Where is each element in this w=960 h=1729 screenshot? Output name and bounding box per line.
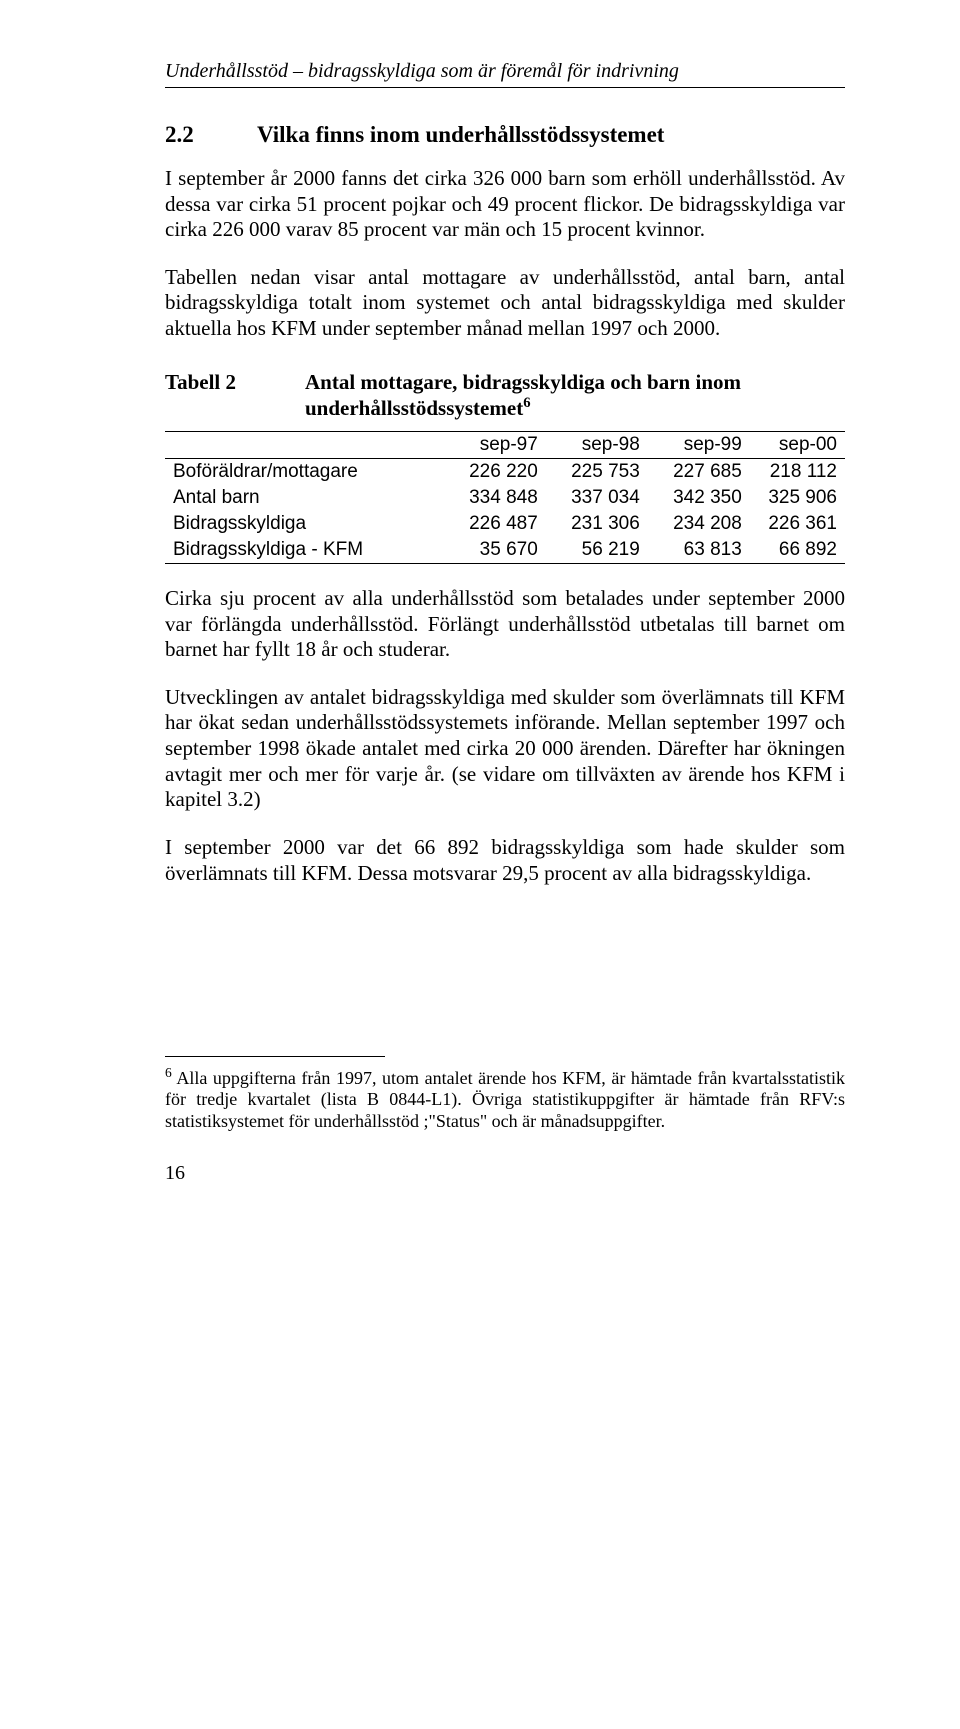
table-row: Boföräldrar/mottagare226 220225 753227 6… — [165, 459, 845, 486]
section-heading: 2.2 Vilka finns inom underhållsstödssyst… — [165, 122, 845, 148]
table-header-row: sep-97sep-98sep-99sep-00 — [165, 432, 845, 459]
footnote: 6 Alla uppgifterna från 1997, utom antal… — [165, 1065, 845, 1132]
section-title: Vilka finns inom underhållsstödssystemet — [257, 122, 845, 148]
paragraph-2: Tabellen nedan visar antal mottagare av … — [165, 265, 845, 342]
table-cell: 227 685 — [648, 459, 750, 486]
running-header: Underhållsstöd – bidragsskyldiga som är … — [165, 60, 845, 83]
paragraph-5: I september 2000 var det 66 892 bidragss… — [165, 835, 845, 886]
table-cell: Bidragsskyldiga — [165, 511, 444, 537]
table-cell: 56 219 — [546, 537, 648, 564]
table-row: Bidragsskyldiga226 487231 306234 208226 … — [165, 511, 845, 537]
table-head: sep-97sep-98sep-99sep-00 — [165, 432, 845, 459]
table-header-cell — [165, 432, 444, 459]
table-caption-text: Antal mottagare, bidragsskyldiga och bar… — [305, 370, 845, 421]
table-2-block: Tabell 2 Antal mottagare, bidragsskyldig… — [165, 370, 845, 564]
page-number: 16 — [165, 1162, 845, 1185]
table-cell: 226 361 — [750, 511, 845, 537]
data-table: sep-97sep-98sep-99sep-00 Boföräldrar/mot… — [165, 431, 845, 564]
table-cell: Antal barn — [165, 485, 444, 511]
table-header-cell: sep-97 — [444, 432, 546, 459]
paragraph-1: I september år 2000 fanns det cirka 326 … — [165, 166, 845, 243]
header-rule — [165, 87, 845, 88]
table-cell: 231 306 — [546, 511, 648, 537]
paragraph-3: Cirka sju procent av alla underhållsstöd… — [165, 586, 845, 663]
table-caption: Tabell 2 Antal mottagare, bidragsskyldig… — [165, 370, 845, 421]
page-container: Underhållsstöd – bidragsskyldiga som är … — [0, 0, 960, 1729]
table-cell: 337 034 — [546, 485, 648, 511]
footnote-marker: 6 — [165, 1065, 172, 1080]
table-cell: 226 220 — [444, 459, 546, 486]
table-cell: 334 848 — [444, 485, 546, 511]
table-cell: 325 906 — [750, 485, 845, 511]
table-body: Boföräldrar/mottagare226 220225 753227 6… — [165, 459, 845, 564]
table-cell: 342 350 — [648, 485, 750, 511]
table-cell: 66 892 — [750, 537, 845, 564]
table-cell: Boföräldrar/mottagare — [165, 459, 444, 486]
table-header-cell: sep-99 — [648, 432, 750, 459]
table-cell: 226 487 — [444, 511, 546, 537]
table-header-cell: sep-98 — [546, 432, 648, 459]
table-label: Tabell 2 — [165, 370, 305, 421]
table-cell: 63 813 — [648, 537, 750, 564]
table-row: Antal barn334 848337 034342 350325 906 — [165, 485, 845, 511]
table-cell: 234 208 — [648, 511, 750, 537]
table-header-cell: sep-00 — [750, 432, 845, 459]
table-cell: 225 753 — [546, 459, 648, 486]
footnote-text: Alla uppgifterna från 1997, utom antalet… — [165, 1068, 845, 1130]
table-caption-sup: 6 — [523, 395, 530, 411]
table-cell: Bidragsskyldiga - KFM — [165, 537, 444, 564]
footnote-separator — [165, 1056, 385, 1057]
paragraph-4: Utvecklingen av antalet bidragsskyldiga … — [165, 685, 845, 813]
table-cell: 218 112 — [750, 459, 845, 486]
table-cell: 35 670 — [444, 537, 546, 564]
table-row: Bidragsskyldiga - KFM35 67056 21963 8136… — [165, 537, 845, 564]
section-number: 2.2 — [165, 122, 257, 148]
